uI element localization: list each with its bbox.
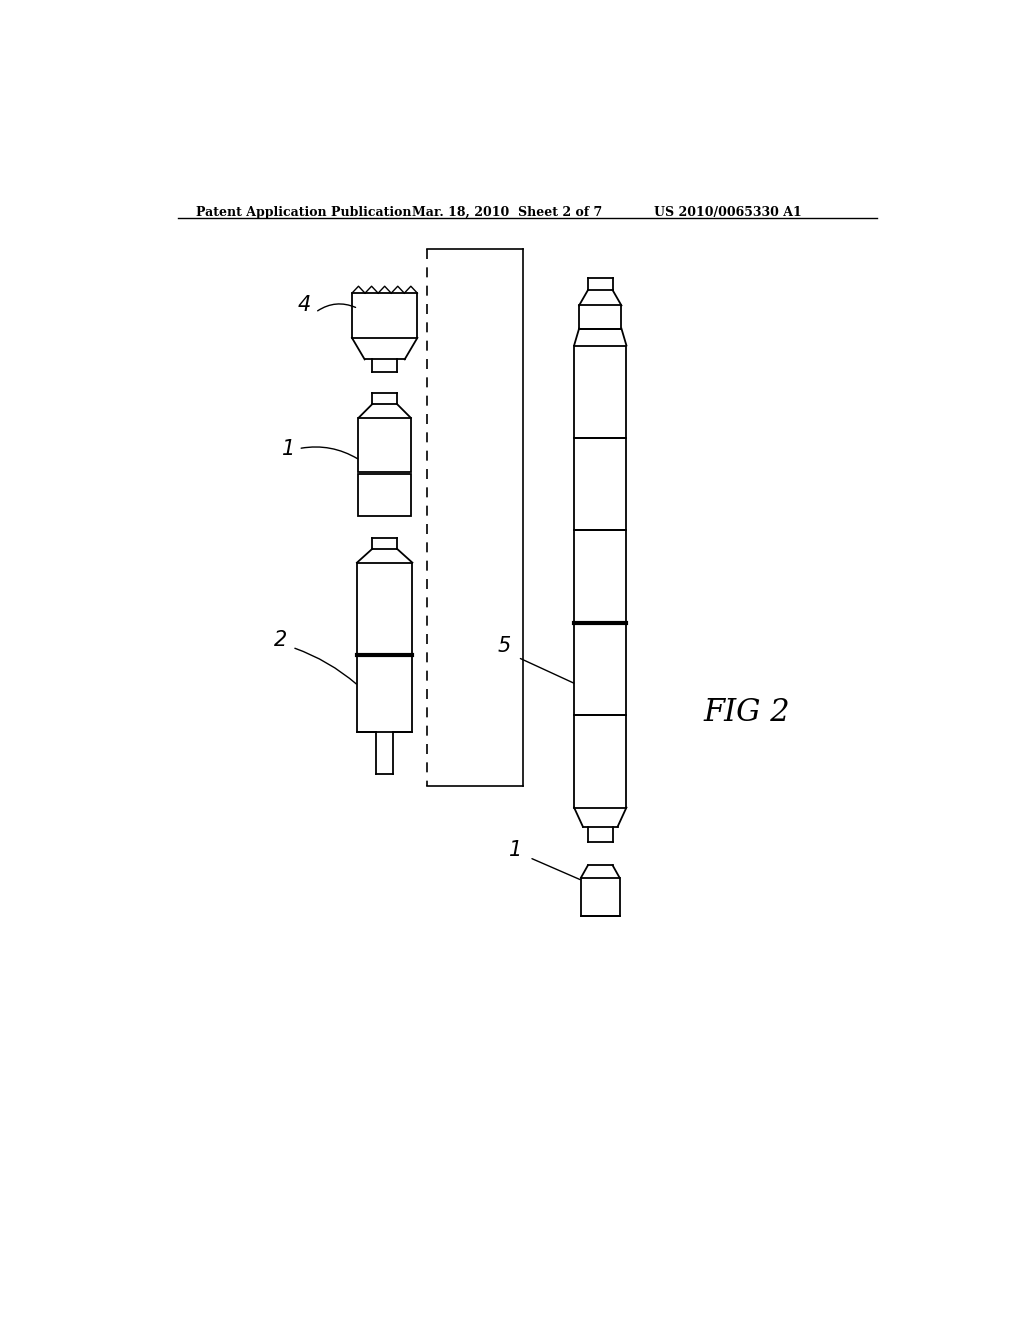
Bar <box>358 418 411 471</box>
Text: 1: 1 <box>509 840 522 859</box>
Text: Patent Application Publication: Patent Application Publication <box>196 206 412 219</box>
Text: 2: 2 <box>274 630 288 649</box>
Text: 4: 4 <box>297 294 310 314</box>
Bar <box>580 305 622 329</box>
Text: 1: 1 <box>282 438 295 458</box>
Bar <box>574 346 627 438</box>
Text: FIG 2: FIG 2 <box>703 697 790 729</box>
Bar <box>574 438 627 531</box>
Bar <box>357 562 413 655</box>
Text: US 2010/0065330 A1: US 2010/0065330 A1 <box>654 206 802 219</box>
Text: Mar. 18, 2010  Sheet 2 of 7: Mar. 18, 2010 Sheet 2 of 7 <box>412 206 602 219</box>
Bar <box>352 293 418 338</box>
Bar <box>574 531 627 623</box>
Bar <box>574 623 627 715</box>
Bar <box>358 474 411 516</box>
Text: 5: 5 <box>498 636 511 656</box>
Bar <box>574 715 627 808</box>
Bar <box>357 655 413 733</box>
Bar <box>581 878 620 916</box>
